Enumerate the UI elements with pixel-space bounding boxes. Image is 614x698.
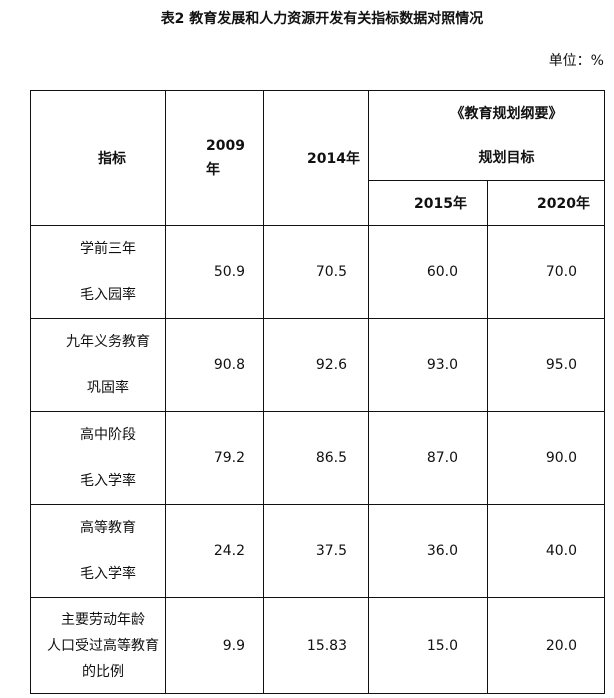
value-v2014: 70.5	[263, 225, 369, 319]
indicator-label-line: 高中阶段	[80, 427, 136, 443]
indicator-label-line: 毛入学率	[80, 566, 136, 582]
indicator-label-line: 主要劳动年龄	[61, 611, 145, 628]
value-v2020: 20.0	[487, 597, 605, 694]
value-v2020: 95.0	[487, 318, 605, 412]
header-2009: 2009 年	[165, 90, 264, 226]
indicator-label: 主要劳动年龄 人口受过高等教育 的比例	[30, 597, 166, 694]
value-v2009: 24.2	[165, 504, 264, 598]
value-v2009: 90.8	[165, 318, 264, 412]
value-v2014: 86.5	[263, 411, 369, 505]
value-v2014: 15.83	[263, 597, 369, 694]
value-v2009: 79.2	[165, 411, 264, 505]
value-v2015: 60.0	[368, 225, 488, 319]
header-indicator: 指标	[30, 90, 166, 226]
value-v2015: 93.0	[368, 318, 488, 412]
indicator-label: 学前三年 毛入园率	[30, 225, 166, 319]
value-v2014: 37.5	[263, 504, 369, 598]
header-2009-unit: 年	[206, 162, 220, 178]
indicator-label-line: 学前三年	[80, 241, 136, 257]
header-2020: 2020年	[487, 180, 605, 226]
unit-label: 单位：%	[548, 53, 604, 69]
value-v2015: 36.0	[368, 504, 488, 598]
indicator-label-line: 的比例	[82, 663, 124, 680]
indicator-label-line: 高等教育	[80, 520, 136, 536]
value-v2015: 87.0	[368, 411, 488, 505]
header-2014: 2014年	[263, 90, 369, 226]
header-plan: 《教育规划纲要》 规划目标	[368, 90, 605, 181]
indicator-label-line: 巩固率	[87, 380, 129, 396]
indicator-label-line: 毛入园率	[80, 287, 136, 303]
table-title: 表2 教育发展和人力资源开发有关指标数据对照情况	[160, 11, 484, 27]
value-v2009: 50.9	[165, 225, 264, 319]
header-2015: 2015年	[368, 180, 488, 226]
indicator-label: 九年义务教育 巩固率	[30, 318, 166, 412]
table-row: 九年义务教育 巩固率 90.8 92.6 93.0 95.0	[30, 318, 605, 412]
value-v2015: 15.0	[368, 597, 488, 694]
indicator-label-line: 九年义务教育	[66, 334, 150, 350]
value-v2020: 40.0	[487, 504, 605, 598]
indicator-label: 高等教育 毛入学率	[30, 504, 166, 598]
indicator-label-line: 毛入学率	[80, 473, 136, 489]
value-v2014: 92.6	[263, 318, 369, 412]
plan-title: 《教育规划纲要》	[450, 105, 563, 122]
plan-subtitle: 规划目标	[478, 149, 535, 166]
value-v2020: 90.0	[487, 411, 605, 505]
indicator-label: 高中阶段 毛入学率	[30, 411, 166, 505]
indicator-table: 指标 2009 年 2014年 《教育规划纲要》 规划目标 2015年 2020年 …	[30, 90, 605, 694]
indicator-label-line: 人口受过高等教育	[47, 637, 159, 654]
table-row: 高中阶段 毛入学率 79.2 86.5 87.0 90.0	[30, 411, 605, 505]
table-row: 学前三年 毛入园率 50.9 70.5 60.0 70.0	[30, 225, 605, 319]
value-v2020: 70.0	[487, 225, 605, 319]
header-2009-year: 2009	[206, 138, 245, 154]
table-row: 高等教育 毛入学率 24.2 37.5 36.0 40.0	[30, 504, 605, 598]
table-row: 主要劳动年龄 人口受过高等教育 的比例 9.9 15.83 15.0 20.0	[30, 597, 605, 694]
value-v2009: 9.9	[165, 597, 264, 694]
